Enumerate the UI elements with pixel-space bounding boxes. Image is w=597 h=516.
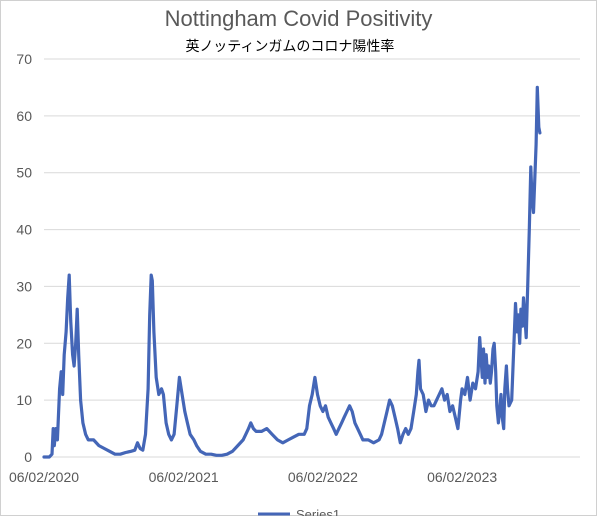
y-tick-label: 40 bbox=[16, 222, 32, 238]
y-tick-label: 50 bbox=[16, 165, 32, 181]
x-axis-tick-labels: 06/02/2020 06/02/2021 06/02/2022 06/02/2023 bbox=[9, 469, 497, 485]
x-tick-label: 06/02/2023 bbox=[427, 469, 497, 485]
y-tick-label: 0 bbox=[24, 449, 32, 465]
legend-label: Series1 bbox=[296, 507, 340, 516]
y-tick-label: 20 bbox=[16, 335, 32, 351]
y-axis-tick-labels: 0 10 20 30 40 50 60 70 bbox=[16, 51, 32, 465]
chart-title: Nottingham Covid Positivity bbox=[164, 6, 433, 31]
chart-subtitle: 英ノッティンガムのコロナ陽性率 bbox=[185, 39, 395, 55]
gridlines bbox=[44, 58, 580, 458]
y-tick-label: 60 bbox=[16, 108, 32, 124]
y-tick-label: 30 bbox=[16, 278, 32, 294]
y-tick-label: 10 bbox=[16, 392, 32, 408]
x-tick-label: 06/02/2022 bbox=[288, 469, 358, 485]
y-tick-label: 70 bbox=[16, 51, 32, 67]
x-tick-label: 06/02/2021 bbox=[149, 469, 219, 485]
series-lines bbox=[42, 85, 542, 459]
legend: Series1 bbox=[258, 507, 340, 516]
series-line-0 bbox=[42, 85, 542, 459]
x-tick-label: 06/02/2020 bbox=[9, 469, 79, 485]
